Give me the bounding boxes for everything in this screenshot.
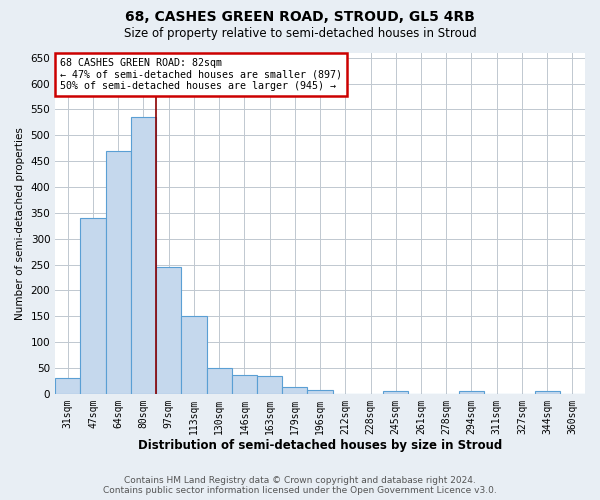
Bar — [181, 316, 206, 394]
Text: 68, CASHES GREEN ROAD, STROUD, GL5 4RB: 68, CASHES GREEN ROAD, STROUD, GL5 4RB — [125, 10, 475, 24]
Bar — [106, 151, 131, 394]
Bar — [232, 374, 257, 394]
Bar — [131, 117, 156, 394]
Y-axis label: Number of semi-detached properties: Number of semi-detached properties — [15, 126, 25, 320]
Bar — [156, 267, 181, 394]
Bar — [459, 390, 484, 394]
Text: 68 CASHES GREEN ROAD: 82sqm
← 47% of semi-detached houses are smaller (897)
50% : 68 CASHES GREEN ROAD: 82sqm ← 47% of sem… — [61, 58, 343, 91]
Bar — [282, 387, 307, 394]
Text: Size of property relative to semi-detached houses in Stroud: Size of property relative to semi-detach… — [124, 28, 476, 40]
Text: Contains HM Land Registry data © Crown copyright and database right 2024.
Contai: Contains HM Land Registry data © Crown c… — [103, 476, 497, 495]
Bar — [535, 391, 560, 394]
Bar — [206, 368, 232, 394]
Bar — [383, 391, 409, 394]
Bar — [257, 376, 282, 394]
X-axis label: Distribution of semi-detached houses by size in Stroud: Distribution of semi-detached houses by … — [138, 440, 502, 452]
Bar — [307, 390, 332, 394]
Bar — [80, 218, 106, 394]
Bar — [55, 378, 80, 394]
